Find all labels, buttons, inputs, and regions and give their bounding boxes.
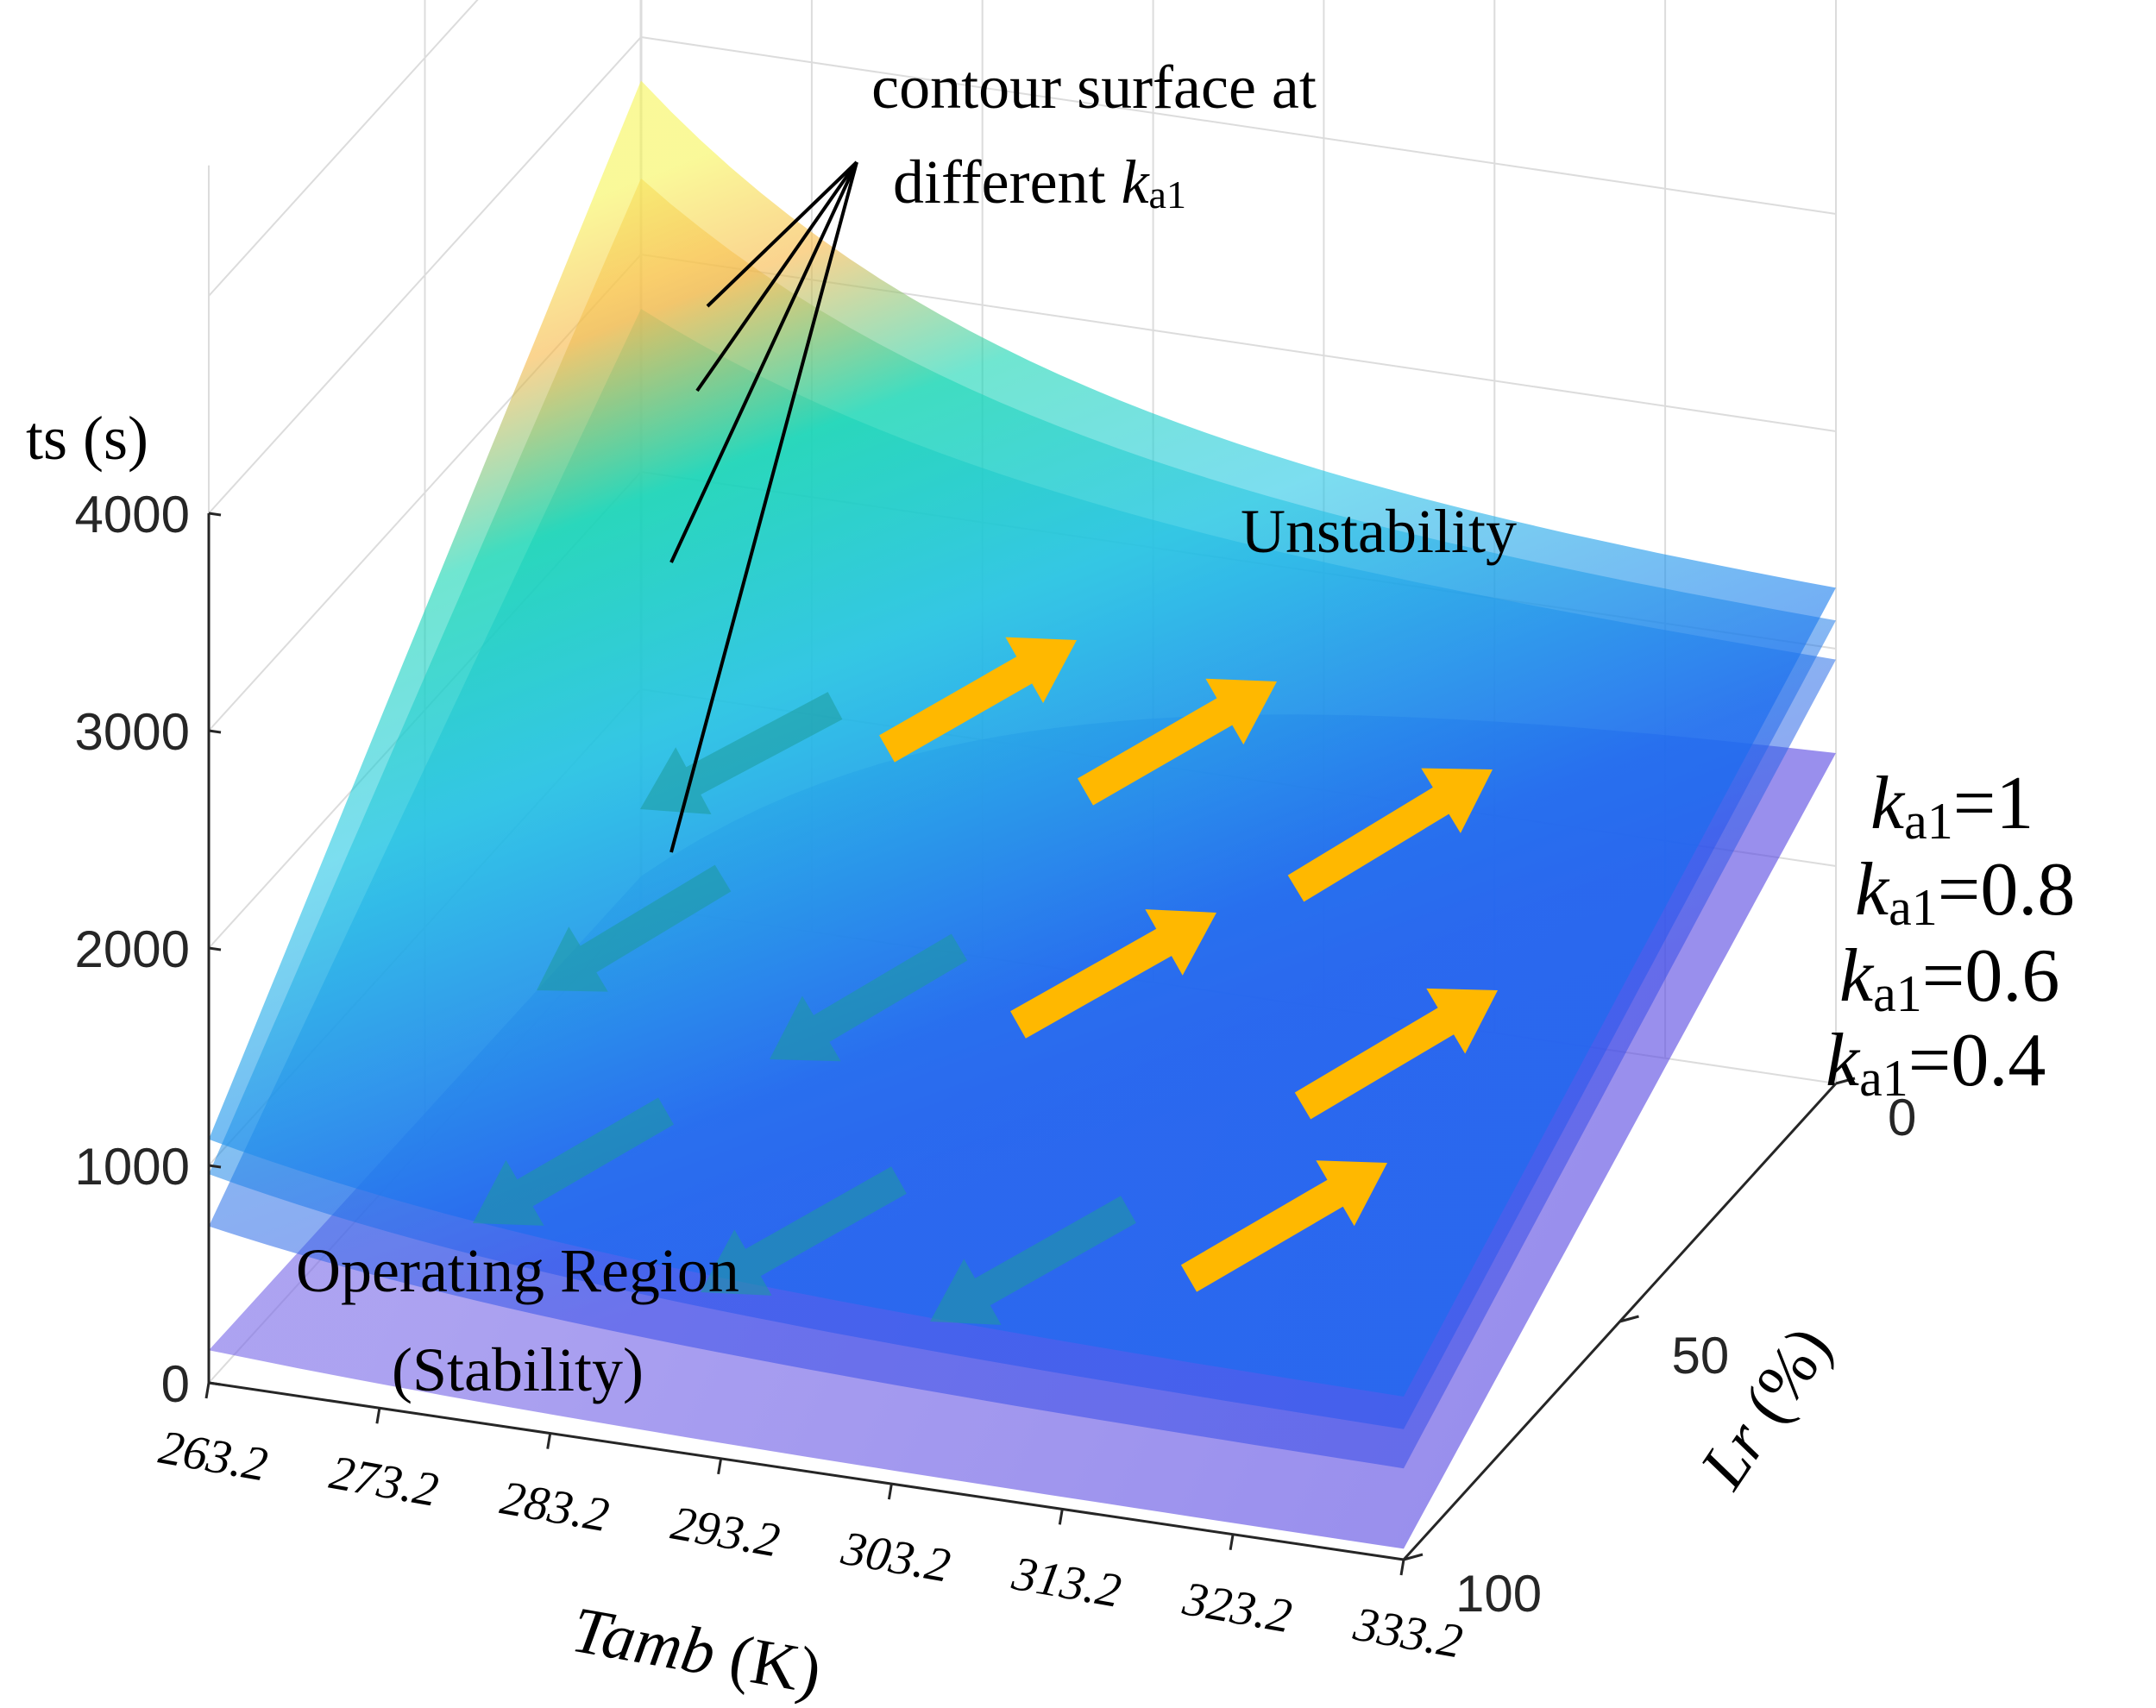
unstable-arrow-3 xyxy=(1010,909,1216,1039)
contour-leader-line-2 xyxy=(669,161,858,563)
surface-ka1=1 xyxy=(209,80,1836,1397)
x-tick-3 xyxy=(717,1458,723,1475)
x-tick-7 xyxy=(1399,1559,1405,1576)
stable-arrow-3 xyxy=(473,1097,674,1226)
unstable-arrow-1 xyxy=(1078,678,1277,806)
y-tick-2 xyxy=(1403,1553,1424,1561)
x-tick-label-7: 333.2 xyxy=(1349,1598,1467,1669)
legend-entry-ka1-1: ka1=1 xyxy=(1870,762,2033,850)
x-tick-label-5: 313.2 xyxy=(1008,1547,1125,1618)
unstable-arrow-2 xyxy=(1287,768,1493,902)
legend-entry-ka1-0.8: ka1=0.8 xyxy=(1855,848,2075,936)
x-tick-1 xyxy=(375,1408,381,1424)
contour-leader-line-1 xyxy=(695,160,858,392)
stable-arrow-2 xyxy=(770,933,968,1062)
labels: contour surface at different ka1 Unstabi… xyxy=(26,53,2075,1708)
x-tick-label-1: 273.2 xyxy=(326,1446,443,1517)
surfaces xyxy=(209,80,1836,1549)
z-axis-label: ts (s) xyxy=(26,404,148,473)
stable-arrow-4 xyxy=(701,1166,907,1296)
y-tick-label-0: 0 xyxy=(1888,1089,1916,1146)
z-tick-label-2: 2000 xyxy=(75,920,190,978)
x-tick-4 xyxy=(887,1483,893,1500)
x-tick-label-4: 303.2 xyxy=(837,1522,954,1593)
legend: ka1=1 ka1=0.8 ka1=0.6 ka1=0.4 xyxy=(1826,762,2075,1107)
x-tick-0 xyxy=(204,1382,211,1399)
z-tick-2 xyxy=(208,946,222,951)
contour-annotation-line1: contour surface at xyxy=(871,53,1317,122)
contour-annotation-line2: different ka1 xyxy=(893,148,1186,217)
operating-region-line2: (Stability) xyxy=(392,1335,644,1404)
legend-entry-ka1-0.6: ka1=0.6 xyxy=(1839,934,2059,1022)
y-tick-label-1: 50 xyxy=(1672,1327,1730,1385)
x-axis-line xyxy=(208,1381,1405,1561)
x-tick-label-6: 323.2 xyxy=(1179,1572,1296,1643)
z-tick-3 xyxy=(208,729,222,734)
x-tick-5 xyxy=(1058,1509,1064,1525)
legend-entry-ka1-0.4: ka1=0.4 xyxy=(1826,1019,2046,1107)
x-tick-label-3: 293.2 xyxy=(667,1497,783,1568)
z-tick-label-0: 0 xyxy=(161,1355,190,1413)
x-tick-label-2: 283.2 xyxy=(496,1471,613,1542)
z-tick-label-1: 1000 xyxy=(75,1138,190,1196)
y-tick-1 xyxy=(1619,1315,1639,1323)
y-tick-label-2: 100 xyxy=(1455,1565,1542,1623)
stable-arrow-5 xyxy=(930,1196,1136,1325)
unstable-arrow-4 xyxy=(1294,988,1498,1120)
stable-arrow-1 xyxy=(537,864,732,992)
x-tick-label-0: 263.2 xyxy=(155,1421,272,1492)
z-tick-1 xyxy=(208,1164,222,1169)
unstability-label: Unstability xyxy=(1241,497,1517,566)
x-tick-2 xyxy=(546,1433,552,1449)
unstable-arrow-5 xyxy=(1180,1160,1387,1292)
contour-leader-line-3 xyxy=(669,161,858,853)
operating-region-line1: Operating Region xyxy=(296,1236,739,1305)
z-tick-label-3: 3000 xyxy=(75,703,190,761)
z-tick-label-4: 4000 xyxy=(75,486,190,543)
z-tick-4 xyxy=(208,512,222,517)
grid-line-z-5 xyxy=(208,0,479,297)
unstable-arrow-0 xyxy=(879,637,1077,763)
y-tick-0 xyxy=(1835,1077,1856,1085)
x-axis-label: Tamb (K) xyxy=(567,1593,827,1704)
contour-leader-line-0 xyxy=(706,160,858,308)
arrows xyxy=(473,160,1498,1325)
x-tick-6 xyxy=(1229,1534,1235,1550)
